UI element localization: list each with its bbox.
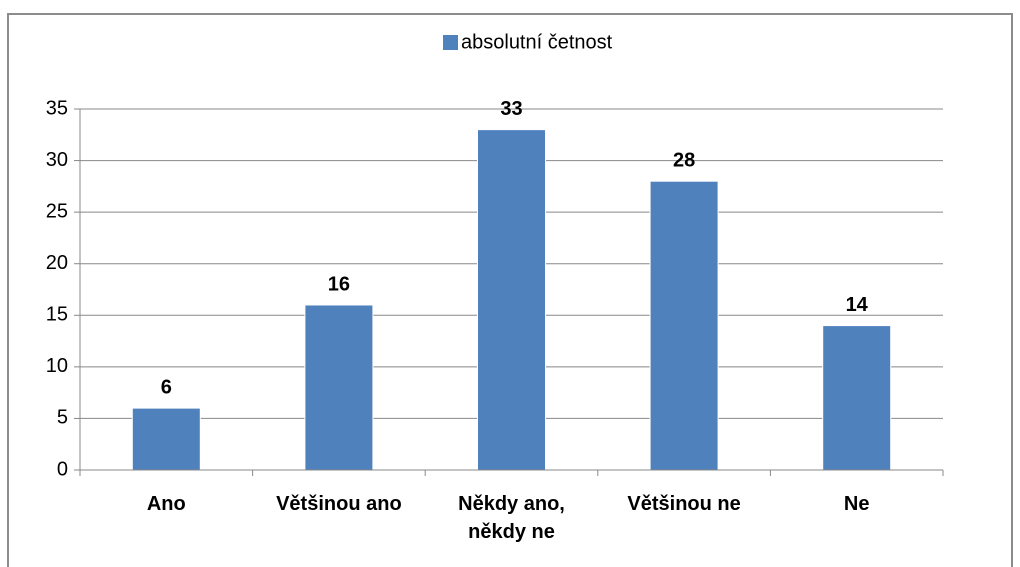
y-tick-label: 20 [46,252,68,274]
bar [477,129,546,471]
y-tick-label: 25 [46,200,68,222]
y-tick-label: 30 [46,149,68,171]
data-label: 28 [673,149,695,171]
x-tick-label: Většinou ano [276,493,402,515]
x-tick-label: Ano [146,493,186,515]
y-tick-label: 0 [57,458,68,480]
bar [822,325,892,471]
y-tick-label: 15 [46,304,68,326]
y-tick-label: 5 [57,407,68,429]
legend-label: absolutní četnost [461,31,613,53]
bar [649,180,719,471]
x-tick-label: Ne [843,493,870,515]
data-label: 14 [846,294,869,316]
x-tick-label: Většinou ne [627,493,741,515]
y-tick-label: 10 [46,355,68,377]
data-label: 6 [161,376,172,398]
x-tick-label: Někdy ano, někdy ne [458,493,565,543]
y-tick-label: 35 [46,97,68,119]
data-label: 33 [500,98,522,120]
legend-swatch [443,35,458,50]
bar [304,304,374,471]
bar [131,407,201,471]
data-label: 16 [328,273,350,295]
